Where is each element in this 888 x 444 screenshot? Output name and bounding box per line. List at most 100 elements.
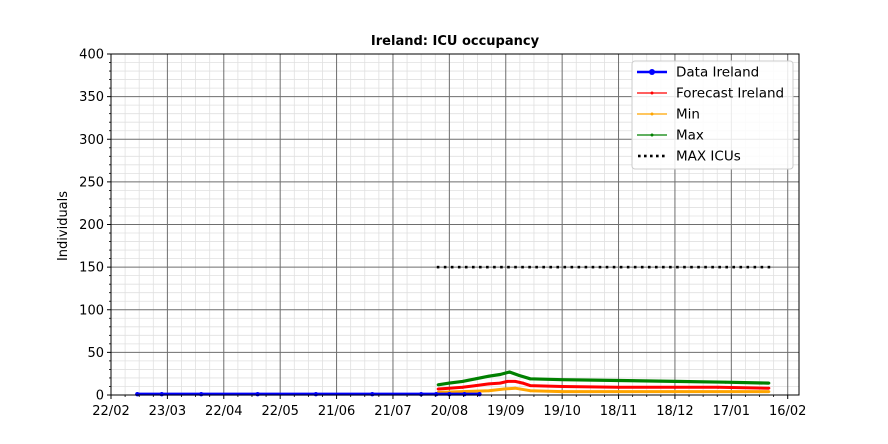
series-max-icus-point — [718, 265, 721, 269]
series-max-icus-point — [464, 265, 468, 269]
series-max-icus-point — [507, 265, 510, 269]
x-axis-ticks: 22/02 23/03 22/04 22/05 21/06 21/07 20/08 19/09… — [92, 395, 806, 419]
y-tick-label: 200 — [79, 218, 104, 233]
series-max-icus-point — [443, 265, 447, 269]
x-tick-label: 16/02 — [769, 404, 806, 419]
series-max-icus-point — [556, 265, 560, 269]
series-forecast-ireland-point — [673, 385, 677, 389]
x-tick-label: 19/09 — [487, 404, 524, 419]
x-tick-label: 17/01 — [713, 404, 750, 419]
series-max-point — [617, 379, 620, 382]
series-max-icus-point — [542, 265, 545, 269]
legend-label-min: Min — [676, 107, 700, 123]
series-max-icus-point — [521, 265, 524, 269]
series-max-line — [437, 370, 769, 387]
x-tick-label: 19/10 — [543, 404, 580, 419]
series-max-point — [528, 377, 532, 381]
series-data-ireland-point — [370, 391, 375, 397]
legend-marker-min — [650, 112, 654, 116]
series-max-icus-point — [486, 265, 489, 269]
x-tick-label: 22/05 — [261, 404, 298, 419]
series-max-icus-point — [436, 265, 440, 269]
series-max-icus-point — [500, 265, 503, 269]
series-max-icus-point — [619, 265, 623, 269]
series-max-icus-point — [739, 265, 743, 269]
y-tick-label: 0 — [96, 389, 104, 404]
series-data-ireland-point — [199, 391, 204, 397]
series-min-point — [767, 390, 771, 393]
series-min-line — [438, 386, 769, 394]
series-data-ireland-point — [462, 391, 467, 397]
series-max-icus-point — [647, 265, 651, 269]
series-max-icus-point — [704, 265, 707, 269]
series-forecast-ireland-point — [716, 385, 720, 389]
legend-swatch-max-icus — [638, 154, 641, 158]
series-max-point — [508, 370, 511, 374]
y-tick-label: 350 — [79, 90, 104, 105]
series-min-point — [502, 387, 506, 391]
series-max-icus-point — [725, 265, 728, 269]
series-max-point — [498, 373, 502, 376]
legend-swatch-max-icus — [656, 154, 659, 158]
series-data-ireland-point — [434, 391, 439, 397]
series-min-point — [487, 389, 491, 393]
series-max-icus-point — [584, 265, 588, 269]
x-tick-label: 23/03 — [149, 404, 186, 419]
series-max-icus-point — [535, 265, 538, 269]
series-max-point — [436, 383, 440, 387]
series-forecast-ireland-point — [767, 386, 771, 390]
series-max-icus-point — [612, 265, 616, 269]
x-tick-label: 21/07 — [374, 404, 411, 419]
series-forecast-ireland-point — [474, 384, 478, 388]
x-tick-label: 18/11 — [600, 404, 637, 419]
series-max-icus-point — [514, 265, 517, 269]
series-min-point — [528, 389, 532, 393]
series-forecast-ireland-point — [528, 384, 532, 388]
chart-title: Ireland: ICU occupancy — [371, 34, 540, 49]
y-tick-label: 50 — [87, 346, 104, 361]
series-min-point — [617, 390, 620, 393]
series-forecast-ireland-point — [521, 381, 525, 385]
series-max-icus-point — [640, 265, 644, 269]
series-max-icus-point — [549, 265, 553, 269]
series-max-icus-point — [654, 265, 658, 269]
series-min-point — [461, 390, 464, 393]
y-tick-label: 150 — [79, 261, 104, 276]
legend-swatch-max-icus — [662, 154, 665, 158]
series-data-ireland-point — [255, 391, 260, 397]
series-min-point — [729, 390, 733, 393]
series-max-icus-point — [598, 265, 602, 269]
series-max-icus-point — [479, 265, 482, 269]
series-max-icus-point — [563, 265, 567, 269]
series-max-icus-point — [457, 265, 461, 269]
series-forecast-ireland-point — [487, 382, 491, 386]
legend-box — [631, 60, 794, 170]
y-tick-label: 400 — [79, 48, 104, 63]
series-max-icus-point — [577, 265, 581, 269]
series-min-point — [513, 386, 517, 390]
series-max-icus-point — [669, 265, 672, 269]
series-max-point — [767, 381, 771, 385]
series-forecast-ireland-point — [560, 385, 564, 388]
series-max-icus-point — [626, 265, 630, 269]
legend-label-forecast-ireland: Forecast Ireland — [676, 86, 784, 102]
series-max-icus-point — [683, 265, 686, 269]
series-max-icus-point — [711, 265, 714, 269]
series-data-ireland-point — [313, 391, 319, 397]
y-tick-label: 100 — [79, 303, 104, 318]
series-max-icus-point — [450, 265, 454, 269]
series-max-point — [487, 374, 491, 378]
series-max-icus-point — [633, 265, 637, 269]
series-max-icus-point — [591, 265, 595, 269]
series-max-point — [461, 379, 464, 383]
series-max-icus-point — [528, 265, 531, 269]
legend-marker-max — [650, 133, 654, 137]
series-layer — [135, 265, 771, 397]
legend-label-data-ireland: Data Ireland — [676, 65, 759, 81]
series-forecast-ireland-point — [506, 379, 510, 383]
series-min-point — [560, 390, 564, 393]
x-tick-label: 22/04 — [205, 404, 242, 419]
series-max-icus-point — [570, 265, 574, 269]
series-max-icus-point — [697, 265, 700, 269]
